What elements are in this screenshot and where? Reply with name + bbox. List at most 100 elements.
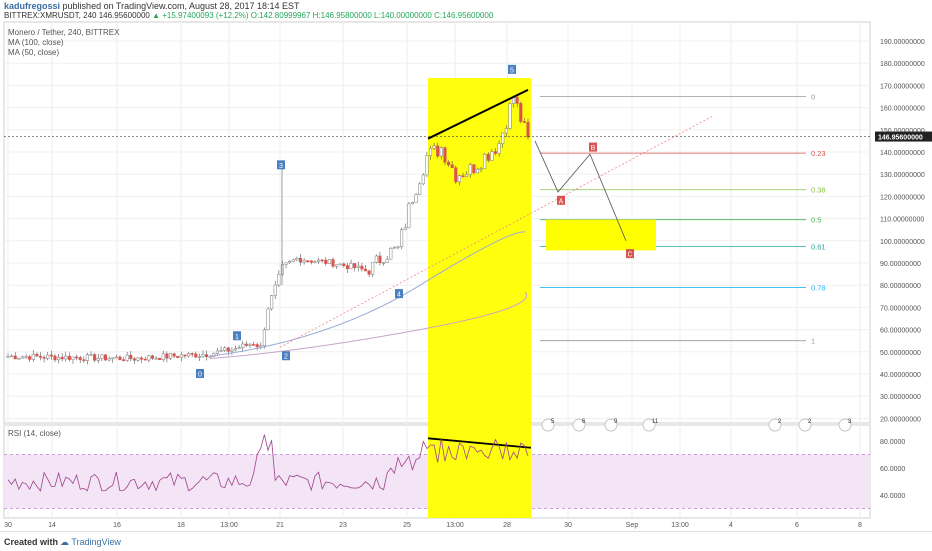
candle (161, 353, 165, 360)
candle (356, 265, 360, 268)
trend-line (279, 116, 713, 348)
candle (443, 147, 447, 163)
price-tick-label: 20.00000000 (880, 416, 921, 423)
high-value: H:146.95800000 (312, 11, 372, 20)
candle (472, 164, 476, 174)
wave-label-box (282, 351, 290, 361)
candle (378, 255, 382, 263)
candle (331, 259, 335, 267)
candle (64, 355, 68, 360)
candle (450, 164, 454, 168)
wave-label: 5 (510, 67, 514, 74)
time-tick-label: 8 (858, 522, 862, 529)
candle (414, 194, 418, 203)
rsi-legend[interactable]: RSI (14, close) (8, 429, 61, 438)
candle (396, 246, 400, 249)
candle (57, 356, 61, 361)
event-badge-icon (541, 418, 555, 432)
candle (353, 263, 357, 268)
candle (515, 97, 519, 104)
candle (475, 168, 479, 174)
candle (410, 202, 414, 205)
time-tick-label: 16 (113, 522, 121, 529)
candle (338, 263, 342, 266)
footer-created-with: Created with (4, 537, 59, 547)
candle (89, 354, 93, 356)
candle (75, 356, 79, 359)
legend-ma100[interactable]: MA (100, close) (8, 38, 64, 47)
fib-level-label: 1 (811, 337, 815, 346)
candle (42, 357, 46, 359)
legend-ma50[interactable]: MA (50, close) (8, 48, 60, 57)
candle (428, 148, 433, 157)
price-tick-label: 150.00000000 (880, 128, 925, 135)
symbol-label: BITTREX:XMRUSDT, 240 (4, 11, 97, 20)
price-tick-label: 70.00000000 (880, 305, 921, 312)
price-tick-label: 60.00000000 (880, 328, 921, 335)
candle (233, 348, 238, 351)
price-tick-label: 170.00000000 (880, 83, 925, 90)
candle (309, 260, 313, 263)
candle (454, 167, 458, 183)
candle (327, 259, 331, 264)
time-tick-label: Sep (626, 522, 639, 529)
candle (179, 354, 183, 358)
candle (205, 354, 209, 357)
candle (132, 358, 136, 361)
candle (53, 355, 57, 361)
candle (374, 255, 378, 263)
price-tick-label: 160.00000000 (880, 106, 925, 113)
price-tick-label: 30.00000000 (880, 394, 921, 401)
rsi-divergence-line (427, 437, 532, 449)
candle (172, 353, 176, 357)
candle (270, 295, 274, 310)
wave-label: 3 (279, 163, 283, 170)
candle (176, 355, 180, 358)
candle (371, 261, 375, 275)
candle (522, 121, 526, 123)
candle (10, 355, 14, 358)
candle (85, 354, 89, 361)
candle (111, 357, 115, 359)
event-badge-count: 2 (778, 419, 782, 425)
candle (447, 161, 451, 166)
candle (125, 354, 129, 361)
candle (150, 355, 154, 359)
candle (501, 132, 505, 144)
candle (136, 357, 140, 361)
candle (468, 164, 472, 175)
footer-tradingview-logo[interactable]: ☁ TradingView (60, 537, 121, 547)
wave-label: 1 (235, 334, 239, 341)
price-tick-label: 120.00000000 (880, 194, 925, 201)
close-value: C:146.95600000 (434, 11, 494, 20)
candle (6, 356, 10, 358)
price-chart[interactable]: 190.00000000180.00000000170.00000000160.… (0, 0, 932, 531)
candle (158, 357, 162, 360)
open-value: O:142.80999967 (250, 11, 311, 20)
wave-label: 0 (198, 372, 202, 379)
wave-label-box (395, 289, 403, 299)
price-tick-label: 100.00000000 (880, 239, 925, 246)
candle (259, 345, 263, 348)
candle (226, 347, 230, 352)
fib-level-label: 0 (811, 93, 815, 102)
candle (187, 353, 191, 357)
price-tick-label: 40.00000000 (880, 372, 921, 379)
candle (201, 354, 205, 357)
author-name[interactable]: kadufregossi (4, 1, 61, 11)
candle (479, 168, 483, 170)
fib-level-label: 0.38 (811, 186, 826, 195)
fib-level-label: 0.61 (811, 242, 826, 251)
candle (407, 203, 411, 229)
candle (349, 263, 353, 269)
price-tick-label: 110.00000000 (880, 217, 924, 224)
candle (418, 183, 422, 195)
time-tick-label: 30 (564, 522, 572, 529)
candle (367, 270, 371, 275)
current-price-text: 146.95600000 (878, 135, 923, 142)
wave-label-box (196, 369, 204, 378)
candle (504, 128, 508, 134)
resistance-trendline (427, 88, 529, 140)
abc-label: A (559, 198, 564, 205)
candle (382, 262, 386, 264)
